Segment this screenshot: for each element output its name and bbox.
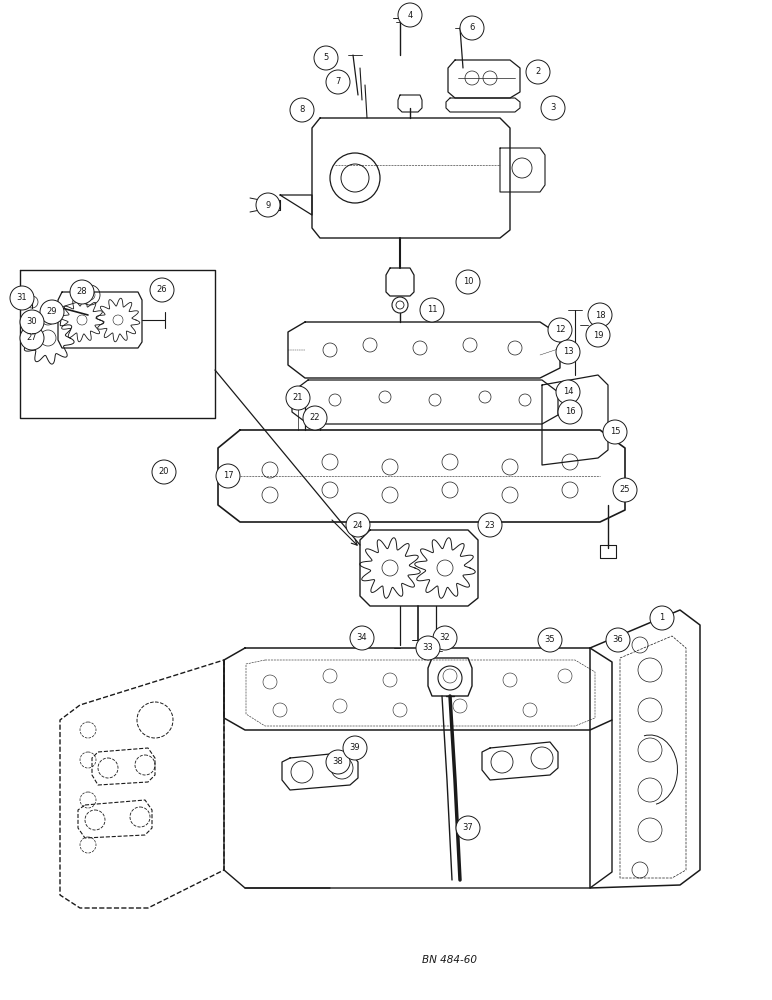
Text: 13: 13	[563, 348, 574, 357]
Text: 8: 8	[300, 105, 305, 114]
Circle shape	[290, 98, 314, 122]
Circle shape	[398, 3, 422, 27]
Circle shape	[216, 464, 240, 488]
Circle shape	[286, 386, 310, 410]
Circle shape	[586, 323, 610, 347]
Text: 22: 22	[310, 414, 320, 422]
Text: 33: 33	[422, 644, 433, 652]
Text: 16: 16	[564, 408, 575, 416]
Circle shape	[606, 628, 630, 652]
Text: 27: 27	[27, 334, 37, 342]
Circle shape	[326, 750, 350, 774]
Text: 21: 21	[293, 393, 303, 402]
Text: 23: 23	[485, 520, 496, 530]
Circle shape	[558, 400, 582, 424]
Circle shape	[416, 636, 440, 660]
Text: 24: 24	[353, 520, 364, 530]
Text: 6: 6	[469, 23, 475, 32]
Text: 32: 32	[440, 634, 450, 643]
Circle shape	[478, 513, 502, 537]
Text: 3: 3	[550, 104, 556, 112]
Circle shape	[70, 280, 94, 304]
Text: 39: 39	[350, 744, 361, 752]
Text: 30: 30	[27, 318, 37, 326]
Circle shape	[10, 286, 34, 310]
Text: 26: 26	[157, 286, 168, 294]
Text: 25: 25	[620, 486, 630, 494]
Text: 11: 11	[427, 306, 437, 314]
Text: 34: 34	[357, 634, 367, 643]
Text: 31: 31	[17, 294, 27, 302]
Text: 17: 17	[222, 472, 233, 481]
Text: 10: 10	[462, 277, 473, 286]
Text: 37: 37	[462, 824, 473, 832]
Text: 1: 1	[659, 613, 665, 622]
Text: 14: 14	[563, 387, 574, 396]
Text: 35: 35	[545, 636, 555, 645]
Circle shape	[152, 460, 176, 484]
Text: 5: 5	[323, 53, 329, 62]
Circle shape	[20, 326, 44, 350]
Circle shape	[460, 16, 484, 40]
Circle shape	[346, 513, 370, 537]
Text: 15: 15	[610, 428, 620, 436]
Circle shape	[350, 626, 374, 650]
Text: 29: 29	[47, 308, 57, 316]
Circle shape	[456, 270, 480, 294]
Circle shape	[603, 420, 627, 444]
Circle shape	[343, 736, 367, 760]
Text: 38: 38	[333, 758, 344, 766]
Circle shape	[538, 628, 562, 652]
Circle shape	[541, 96, 565, 120]
Circle shape	[150, 278, 174, 302]
Circle shape	[420, 298, 444, 322]
Text: 9: 9	[266, 200, 271, 210]
Circle shape	[326, 70, 350, 94]
Text: 18: 18	[594, 310, 605, 320]
Text: 4: 4	[408, 10, 412, 19]
Text: 12: 12	[555, 326, 565, 334]
Circle shape	[20, 310, 44, 334]
Circle shape	[588, 303, 612, 327]
Text: 28: 28	[76, 288, 87, 296]
Circle shape	[314, 46, 338, 70]
Circle shape	[556, 380, 580, 404]
Circle shape	[556, 340, 580, 364]
Text: BN 484-60: BN 484-60	[422, 955, 478, 965]
Circle shape	[433, 626, 457, 650]
Circle shape	[613, 478, 637, 502]
Circle shape	[256, 193, 280, 217]
Circle shape	[548, 318, 572, 342]
Text: 36: 36	[613, 636, 623, 645]
Circle shape	[456, 816, 480, 840]
Text: 19: 19	[593, 330, 603, 340]
Circle shape	[650, 606, 674, 630]
Circle shape	[303, 406, 327, 430]
Text: 20: 20	[159, 468, 169, 477]
Circle shape	[40, 300, 64, 324]
Text: 2: 2	[535, 68, 540, 77]
Text: 7: 7	[335, 78, 340, 87]
Circle shape	[526, 60, 550, 84]
